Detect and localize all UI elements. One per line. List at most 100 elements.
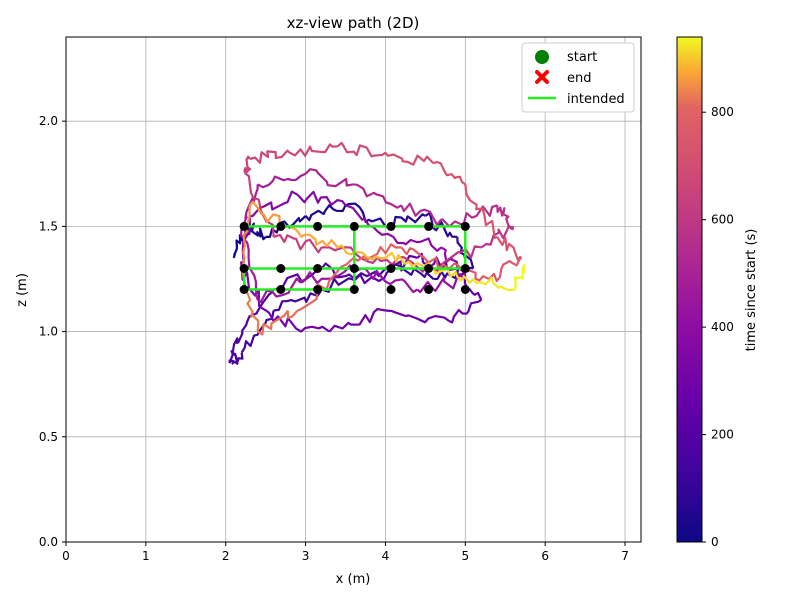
waypoint-marker [313,264,323,273]
path-segment [273,288,323,312]
waypoint-marker [460,221,470,231]
x-tick-label: 4 [382,549,390,563]
legend-start-marker [535,50,549,64]
y-tick-label: 2.0 [39,114,58,128]
path-segment [392,236,443,252]
path-segment [385,309,450,324]
waypoint-marker [276,264,286,273]
legend: start end intended [521,42,635,113]
path-segment [243,155,252,175]
path-segment [249,190,299,218]
waypoints [239,221,470,294]
path-segment [353,183,402,209]
waypoint-marker [276,285,286,294]
x-tick-label: 1 [142,549,150,563]
path-segment [432,268,475,284]
colorbar [676,36,703,543]
path-segment [352,243,402,262]
intended-path [242,225,467,291]
path-segment [433,160,466,186]
path-segment [304,204,347,222]
waypoint-marker [386,285,396,294]
y-ticks: 0.0 0.5 1.0 1.5 2.0 [39,114,66,549]
x-ticks: 0 1 2 3 4 5 6 7 [62,542,629,563]
x-tick-label: 7 [621,549,629,563]
path-segment [228,352,244,365]
path-segment [257,277,307,303]
path-segment [249,149,291,164]
x-tick-label: 2 [222,549,230,563]
path-segment [424,212,458,238]
path-trajectory [228,141,527,365]
waypoint-marker [460,264,470,273]
path-segment [289,143,338,157]
path-segment [228,331,244,364]
legend-intended-label: intended [567,92,625,107]
path-segment [272,315,331,333]
waypoint-marker [239,285,249,294]
path-segment [296,190,347,206]
path-segment [336,141,387,158]
path-segment [239,226,259,301]
colorbar-tick-label: 400 [711,320,734,334]
waypoint-marker [460,285,470,294]
waypoint-marker [424,221,434,231]
chart-title: xz-view path (2D) [287,14,420,32]
colorbar-label: time since start (s) [744,229,759,352]
path-segment [337,244,386,261]
waypoint-marker [386,264,396,273]
path-segment [289,225,339,249]
colorbar-tick-label: 600 [711,213,734,227]
x-tick-label: 5 [461,549,469,563]
path-segment [273,233,323,254]
legend-box [521,42,635,113]
y-axis-label: z (m) [15,273,30,307]
x-tick-label: 3 [302,549,310,563]
waypoint-marker [386,221,396,231]
path-segment [265,215,307,238]
path-segment [321,246,379,264]
waypoint-marker [313,221,323,231]
path-segment [245,172,275,237]
waypoint-marker [349,264,359,273]
path-segment [240,288,275,333]
colorbar-tick-label: 200 [711,428,734,442]
path-segment [257,172,307,189]
x-axis-label: x (m) [336,572,371,587]
waypoint-marker [424,285,434,294]
path-segment [384,251,435,270]
legend-start-label: start [567,50,597,65]
waypoint-marker [239,221,249,231]
path-segment [448,204,498,228]
waypoint-marker [313,285,323,294]
y-tick-label: 0.5 [39,430,58,444]
path-segment [496,205,515,231]
path-segment [328,307,386,333]
path-segment [240,205,251,269]
path-segment [496,236,522,261]
colorbar-tick-label: 0 [711,535,719,549]
path-segment [384,152,435,166]
path-segment [361,267,418,294]
path-segment [240,184,259,228]
waypoint-marker [424,264,434,273]
path-segment [320,262,371,285]
path-segment [456,268,483,301]
path-segment [488,257,522,282]
path-segment [512,263,527,291]
waypoint-marker [349,221,359,231]
legend-end-label: end [567,71,592,86]
x-tick-label: 0 [62,549,70,563]
path-segment [480,224,515,249]
y-tick-label: 0.0 [39,535,58,549]
colorbar-tick-label: 800 [711,105,734,119]
waypoint-marker [276,221,286,231]
plot-frame [65,36,642,543]
waypoint-marker [239,264,249,273]
intended-path-line [242,225,467,291]
path-segment [448,262,490,282]
path-segment [257,309,299,336]
y-tick-label: 1.5 [39,219,58,233]
path-segment [464,184,498,239]
path-segment [472,276,514,292]
